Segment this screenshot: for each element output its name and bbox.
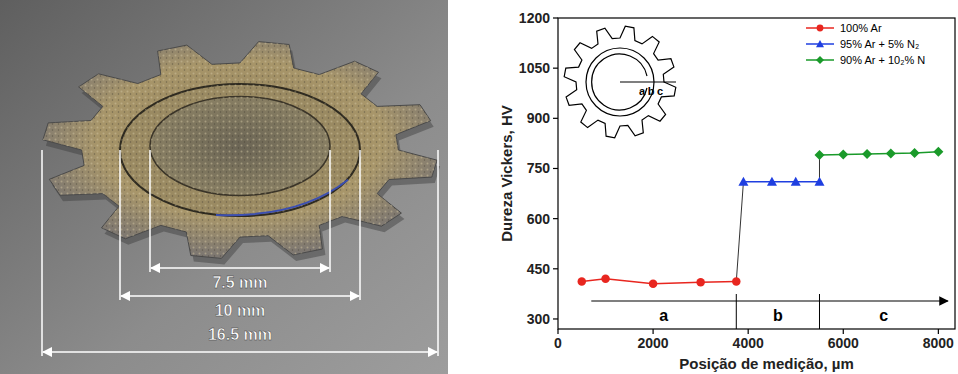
x-tick-label: 0 [554, 335, 562, 351]
x-tick [843, 329, 844, 334]
y-tick [553, 118, 558, 119]
legend-label: 90% Ar + 10₂% N [840, 54, 925, 66]
dimension-line [151, 267, 329, 269]
y-tick [553, 318, 558, 319]
legend-label: 95% Ar + 5% N₂ [840, 38, 919, 50]
y-axis-title: Dureza Vickers, HV [498, 105, 515, 241]
x-tick [652, 329, 653, 334]
data-layer [578, 147, 944, 288]
y-tick [553, 218, 558, 219]
data-point [696, 278, 705, 287]
gear-ring [120, 84, 360, 216]
gear-ring-texture [120, 84, 360, 216]
dimension-line [43, 351, 437, 353]
legend-marker [816, 56, 824, 64]
y-tick [553, 168, 558, 169]
x-tick-label: 4000 [733, 335, 764, 351]
legend-marker [816, 40, 824, 47]
legend: 100% Ar 95% Ar + 5% N₂ 90% Ar + 10₂% N [806, 22, 925, 66]
x-tick-label: 8000 [923, 335, 954, 351]
data-point [578, 277, 587, 286]
y-tick-label: 600 [527, 211, 551, 227]
data-point [862, 149, 872, 159]
extension-line [329, 150, 331, 272]
y-tick-label: 900 [527, 110, 551, 126]
series-connector [736, 182, 743, 282]
legend-label: 100% Ar [840, 22, 882, 34]
inset-label: c [657, 85, 663, 97]
inset-label: a [639, 85, 646, 97]
extension-line [41, 150, 43, 356]
data-point [886, 148, 896, 158]
x-axis-title: Posição de medição, µm [679, 355, 854, 372]
inset-label: b [648, 85, 655, 97]
data-point [767, 177, 777, 186]
inset-gear [564, 26, 676, 138]
photo-background [0, 0, 448, 374]
region-label: c [879, 307, 888, 324]
region-label: a [659, 307, 668, 324]
data-point [838, 149, 848, 159]
dimension-line [121, 295, 359, 297]
legend-marker [817, 25, 824, 32]
figure: 7.5 mm 10 mm 16.5 mm 300 450 600 750 900 1050 120… [0, 0, 958, 374]
y-tick-label: 300 [527, 311, 551, 327]
region-arrow [591, 300, 948, 301]
extension-line [149, 150, 151, 272]
dimension-label: 10 mm [215, 302, 266, 319]
data-point [649, 280, 658, 289]
region-label: b [773, 307, 783, 324]
gear-body [43, 42, 437, 259]
extension-line [359, 150, 361, 300]
x-tick [557, 329, 558, 334]
data-point [814, 150, 824, 160]
dimension-label: 16.5 mm [208, 326, 272, 343]
region-boundary [819, 294, 820, 329]
x-tick-label: 2000 [638, 335, 669, 351]
data-point [910, 148, 920, 158]
data-point [933, 147, 943, 157]
y-tick-label: 1200 [519, 10, 550, 26]
inset-radius [620, 81, 676, 82]
x-tick-label: 6000 [828, 335, 859, 351]
extension-line [437, 150, 439, 356]
y-tick [553, 268, 558, 269]
y-tick-label: 750 [527, 160, 551, 176]
plot-frame [558, 18, 955, 329]
x-tick [748, 329, 749, 334]
gear-inner [150, 97, 330, 196]
y-tick-label: 450 [527, 261, 551, 277]
gear-texture [43, 42, 437, 259]
gear-tint [216, 180, 348, 216]
dimension-label: 7.5 mm [212, 274, 267, 291]
data-point [814, 177, 824, 186]
y-tick-label: 1050 [519, 60, 550, 76]
data-point [601, 275, 610, 284]
x-tick [938, 329, 939, 334]
y-tick [553, 17, 558, 18]
gear-inner-texture [150, 97, 330, 196]
series-line [743, 181, 819, 183]
y-tick [553, 68, 558, 69]
extension-line [119, 150, 121, 300]
data-point [738, 177, 748, 186]
data-point [791, 177, 801, 186]
data-point [732, 277, 741, 286]
region-boundary [736, 294, 737, 329]
series-line [820, 152, 939, 155]
